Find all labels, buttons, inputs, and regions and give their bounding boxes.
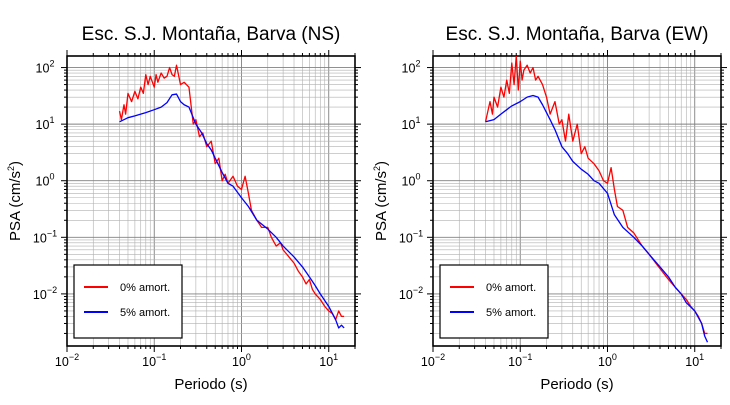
y-tick-label: 10−1 (399, 228, 423, 245)
chart-panel-2: 10−2 10−1 100 101 10−2 10−1 100 101 102 Esc. S.J.… (372, 24, 727, 393)
x-tick-label: 101 (685, 352, 704, 369)
chart-panel-1: 10−2 10−1 100 101 10−2 10−1 100 101 102 Esc. S.J.… (6, 24, 361, 393)
legend-box (439, 264, 549, 339)
y-axis: 10−2 10−1 100 101 102 (399, 59, 727, 334)
y-tick-label: 10−1 (33, 228, 57, 245)
x-tick-label: 10−2 (55, 352, 79, 369)
legend: 0% amort. 5% amort. (439, 264, 549, 339)
y-tick-label: 100 (36, 172, 55, 189)
x-tick-label: 100 (598, 352, 617, 369)
y-tick-label: 102 (402, 59, 421, 76)
y-tick-label: 10−2 (33, 285, 57, 302)
y-tick-label: 101 (402, 115, 421, 132)
x-tick-label: 10−1 (142, 352, 166, 369)
series-group (118, 64, 345, 329)
legend-label: 5% amort. (120, 307, 170, 319)
x-axis: 10−2 10−1 100 101 (55, 50, 356, 369)
plot-frame (66, 55, 356, 347)
series-line-damped (119, 93, 345, 329)
y-axis-label: PSA (cm/s2) (6, 161, 24, 241)
y-tick-label: 101 (36, 115, 55, 132)
x-tick-label: 100 (232, 352, 251, 369)
legend-label: 0% amort. (486, 282, 536, 294)
y-axis-label: PSA (cm/s2) (372, 161, 390, 241)
plot-frame (432, 55, 722, 347)
legend-box (73, 264, 183, 339)
x-tick-label: 10−2 (421, 352, 445, 369)
grid (66, 56, 356, 346)
x-axis: 10−2 10−1 100 101 (421, 50, 722, 369)
legend: 0% amort. 5% amort. (73, 264, 183, 339)
y-axis: 10−2 10−1 100 101 102 (33, 59, 361, 334)
legend-label: 5% amort. (486, 307, 536, 319)
legend-label: 0% amort. (120, 282, 170, 294)
y-tick-label: 100 (402, 172, 421, 189)
chart-title: Esc. S.J. Montaña, Barva (EW) (446, 24, 709, 45)
x-tick-label: 101 (319, 352, 338, 369)
series-line-undamped (484, 56, 708, 335)
y-tick-label: 10−2 (399, 285, 423, 302)
chart-title: Esc. S.J. Montaña, Barva (NS) (82, 24, 341, 45)
series-line-damped (485, 94, 709, 343)
x-tick-label: 10−1 (508, 352, 532, 369)
y-tick-label: 102 (36, 59, 55, 76)
series-group (484, 56, 709, 343)
x-axis-label: Periodo (s) (174, 376, 247, 393)
x-axis-label: Periodo (s) (540, 376, 613, 393)
